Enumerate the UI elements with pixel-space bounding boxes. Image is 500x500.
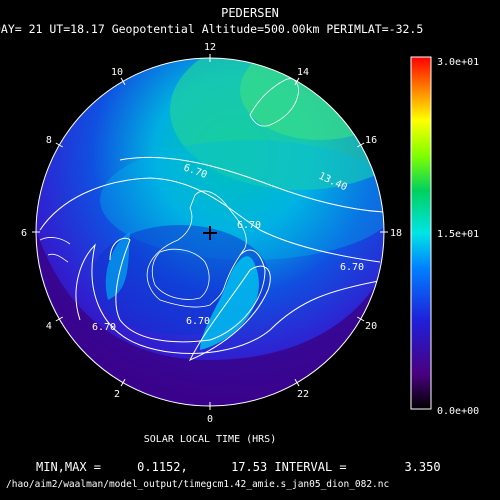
lt-tick	[120, 378, 126, 387]
colorbar-tick-max: 3.0e+01	[437, 57, 479, 68]
pole-marker	[203, 226, 217, 240]
contour-label: 6.70	[340, 262, 364, 273]
contour-line	[109, 237, 266, 343]
lt-tick	[55, 142, 64, 148]
lt-label-2: 2	[114, 389, 120, 400]
plot-subtitle: DAY= 21 UT=18.17 Geopotential Altitude=5…	[0, 22, 424, 36]
colorbar-tick-mid: 1.5e+01	[437, 229, 479, 240]
colorbar-tick-min: 0.0e+00	[437, 406, 479, 417]
lt-label-6: 6	[21, 228, 27, 239]
lt-label-10: 10	[111, 67, 123, 78]
local-time-labels: 0 2 4 6 8 10 12 14 16 18 20 22	[21, 42, 402, 425]
colorbar-gradient	[410, 56, 432, 410]
contour-label: 6.70	[237, 220, 261, 231]
lt-label-4: 4	[46, 321, 52, 332]
contour-line	[75, 243, 384, 354]
plot-title: PEDERSEN	[221, 6, 279, 20]
lt-tick	[294, 378, 300, 387]
lt-label-12: 12	[204, 42, 216, 53]
x-axis-label: SOLAR LOCAL TIME (HRS)	[143, 434, 277, 445]
field-image	[36, 58, 384, 406]
min-max-readout: MIN,MAX = 0.1152, 17.53 INTERVAL = 3.350	[36, 460, 441, 474]
contour-label: 6.70	[186, 316, 210, 327]
contour-label: 6.70	[92, 322, 116, 333]
lt-label-16: 16	[365, 135, 377, 146]
lt-tick	[356, 316, 365, 322]
lt-label-20: 20	[365, 321, 377, 332]
lt-label-0: 0	[207, 414, 213, 425]
contour-lines	[39, 156, 384, 361]
lt-label-8: 8	[46, 135, 52, 146]
lt-tick	[294, 77, 300, 86]
contour-line	[119, 156, 384, 213]
lt-tick	[55, 316, 64, 322]
south-america-coast	[249, 78, 299, 127]
lt-label-18: 18	[390, 228, 402, 239]
contour-line	[39, 177, 381, 263]
coastlines	[39, 78, 299, 308]
australia-coast	[39, 237, 71, 263]
lt-tick	[120, 77, 126, 86]
contour-line	[188, 265, 271, 361]
lt-label-22: 22	[297, 389, 309, 400]
colorbar: 3.0e+01 1.5e+01 0.0e+00	[410, 56, 479, 417]
lt-tick	[356, 142, 365, 148]
antarctica-coast	[146, 190, 247, 308]
ross-shelf-coast	[151, 248, 210, 300]
source-file-path: /hao/aim2/waalman/model_output/timegcm1.…	[6, 479, 390, 490]
lt-label-14: 14	[297, 67, 309, 78]
